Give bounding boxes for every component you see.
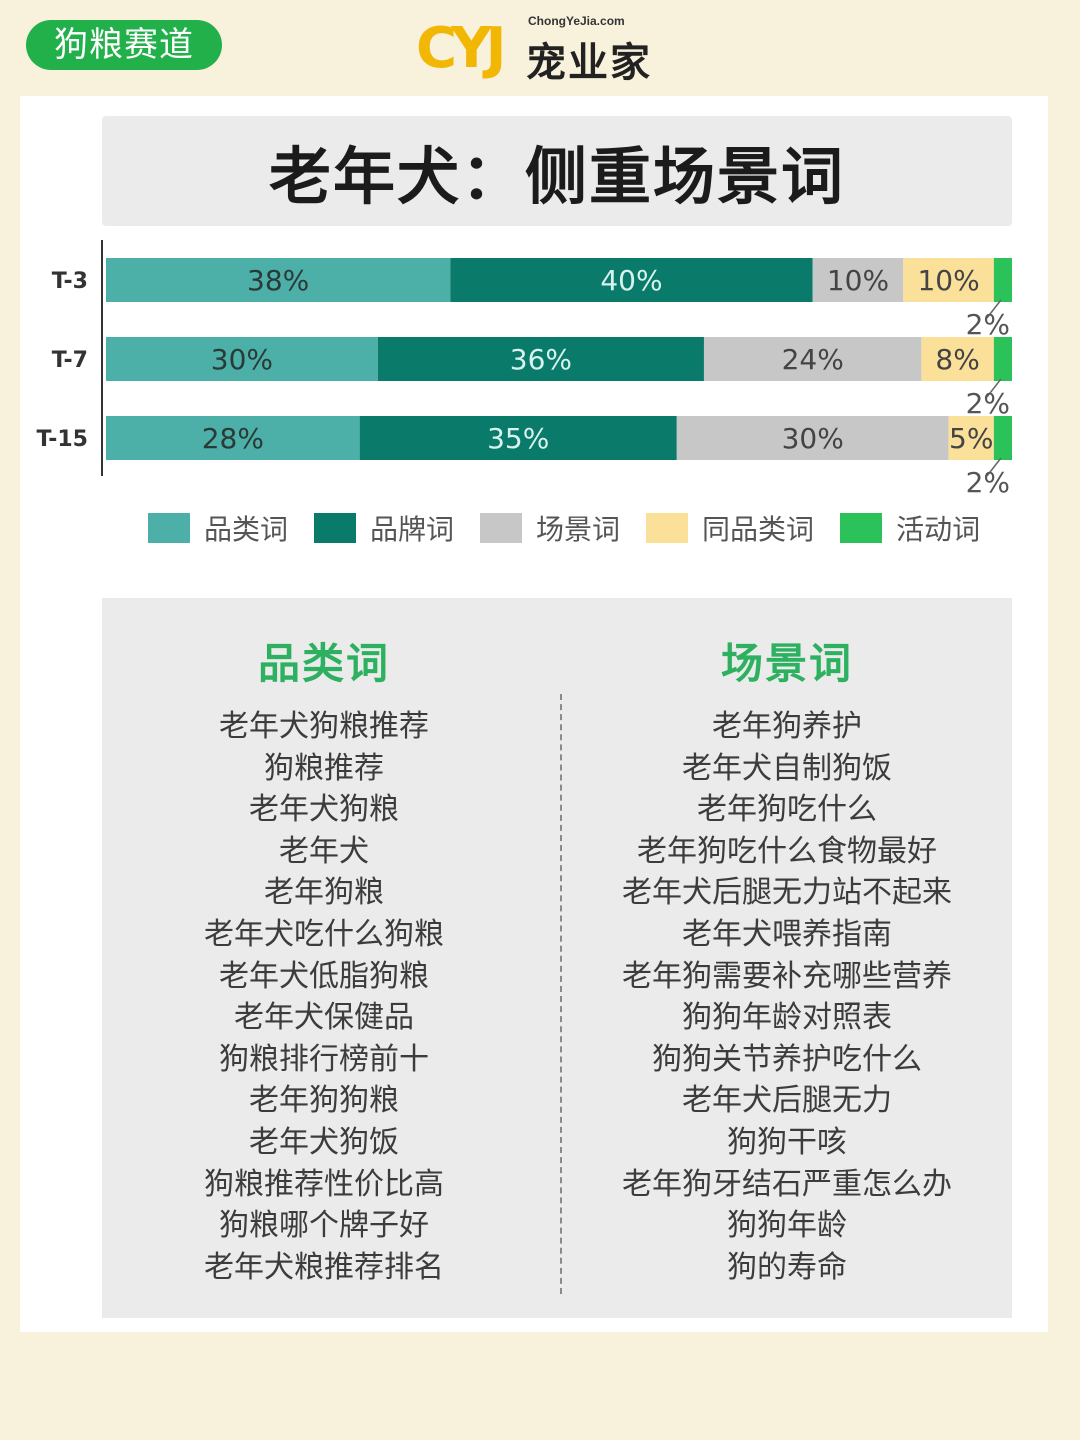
bar-segment: [921, 337, 994, 381]
logo: CYJ ChongYeJia.com 宠业家: [416, 10, 676, 86]
title-banner: 老年犬：侧重场景词: [102, 116, 1012, 226]
category-words-title: 品类词: [257, 639, 390, 688]
keyword-item: 老年犬低脂狗粮: [219, 958, 429, 994]
legend-swatch: [840, 513, 883, 543]
keyword-item: 老年狗养护: [712, 709, 862, 744]
keyword-item: 狗狗干咳: [727, 1124, 847, 1160]
keyword-item: 老年犬自制狗饭: [682, 750, 892, 786]
legend-label: 同品类词: [702, 513, 815, 546]
keyword-item: 老年犬粮推荐排名: [204, 1249, 444, 1285]
keyword-item: 老年犬: [279, 833, 369, 869]
scene-words-column: 场景词 老年狗养护老年犬自制狗饭 老年狗吃什么老年狗吃什么食物最好 老年犬后腿无力站…: [582, 634, 992, 1288]
keyword-item: 狗粮推荐: [264, 750, 384, 786]
data-label: 30%: [211, 343, 273, 376]
data-label: 40%: [600, 264, 662, 297]
keyword-item: 老年犬狗粮: [249, 792, 399, 828]
bar-segment: [703, 337, 922, 381]
data-label: 2%: [966, 466, 1010, 499]
keyword-item: 老年狗牙结石严重怎么办: [622, 1166, 952, 1202]
keyword-item: 老年狗狗粮: [249, 1083, 399, 1119]
legend-label: 活动词: [896, 513, 981, 546]
bar-segment: [359, 416, 677, 460]
content-card: 老年犬：侧重场景词 T-3 38% 40% 10% 10% 2% T-7 30% 36% 24% 8…: [20, 96, 1048, 1332]
label-leader-line: [986, 457, 1002, 477]
bar-segment: [993, 258, 1012, 302]
legend-item: 活动词: [840, 508, 980, 548]
data-label: 5%: [949, 422, 993, 455]
bar-segment: [676, 416, 949, 460]
legend-label: 品类词: [204, 513, 289, 546]
category-tick-label: T-7: [52, 348, 88, 373]
data-label: 30%: [782, 422, 844, 455]
scene-words-title: 场景词: [720, 639, 853, 688]
keyword-item: 狗狗关节养护吃什么: [652, 1041, 922, 1077]
bar-segment: [812, 258, 904, 302]
bar-segment: [106, 258, 451, 302]
keyword-item: 狗粮排行榜前十: [219, 1041, 429, 1077]
stacked-bar-chart: T-3 38% 40% 10% 10%2%T-7 30% 36% 24% 8%2%T-15 28%…: [36, 240, 1012, 499]
keyword-item: 老年犬吃什么狗粮: [204, 916, 444, 952]
legend-item: 场景词: [480, 508, 620, 548]
keyword-item: 老年狗需要补充哪些营养: [622, 958, 952, 994]
data-label: 2%: [966, 308, 1010, 341]
legend-swatch: [480, 513, 523, 543]
bar-segment: [106, 337, 378, 381]
bar-segment: [993, 416, 1012, 460]
chart-title: 老年犬：侧重场景词: [268, 140, 845, 213]
keyword-item: 狗粮哪个牌子好: [219, 1208, 429, 1244]
legend-item: 品牌词: [314, 508, 454, 548]
data-label: 10%: [827, 264, 889, 297]
legend-swatch: [148, 513, 190, 543]
category-tick-label: T-3: [52, 269, 88, 294]
category-tick-label: T-15: [36, 427, 88, 452]
scene-words-list: 老年狗养护老年犬自制狗饭 老年狗吃什么老年狗吃什么食物最好 老年犬后腿无力站不起来老…: [582, 706, 992, 1288]
legend-label: 场景词: [536, 513, 621, 546]
keyword-item: 老年犬后腿无力站不起来: [622, 875, 952, 911]
legend-item: 品类词: [148, 508, 288, 548]
label-leader-line: [986, 378, 1002, 398]
data-label: 38%: [247, 264, 309, 297]
logo-domain: ChongYeJia.com: [528, 14, 625, 28]
legend-label: 品牌词: [370, 513, 455, 546]
keyword-item: 狗粮推荐性价比高: [204, 1166, 444, 1202]
bar-segment: [903, 258, 994, 302]
legend-swatch: [314, 513, 357, 543]
legend-swatch: [646, 513, 689, 543]
category-words-column: 品类词 老年犬狗粮推荐 狗粮推荐老年犬狗粮老年犬老年狗粮老年犬吃什么狗粮 老年犬低脂…: [184, 634, 464, 1288]
keyword-item: 狗的寿命: [727, 1249, 847, 1285]
data-label: 24%: [782, 343, 844, 376]
keyword-item: 老年犬保健品: [234, 1000, 414, 1036]
keyword-item: 狗狗年龄对照表: [682, 1000, 892, 1036]
logo-name: 宠业家: [526, 40, 652, 86]
keyword-item: 老年犬喂养指南: [682, 916, 892, 952]
data-label: 36%: [510, 343, 572, 376]
keyword-item: 老年犬狗饭: [249, 1124, 399, 1160]
data-label: 28%: [202, 422, 264, 455]
logo-mark: CYJ: [416, 16, 506, 81]
chart-legend: 品类词 品牌词 场景词 同品类词 活动词: [148, 508, 1006, 548]
data-label: 35%: [487, 422, 549, 455]
keyword-panel: 品类词 老年犬狗粮推荐 狗粮推荐老年犬狗粮老年犬老年狗粮老年犬吃什么狗粮 老年犬低脂…: [102, 598, 1012, 1318]
data-label: 8%: [935, 343, 979, 376]
bar-segment: [450, 258, 813, 302]
data-label: 2%: [966, 387, 1010, 420]
bar-segment: [948, 416, 994, 460]
legend-item: 同品类词: [646, 508, 814, 548]
keyword-item: 老年狗吃什么: [697, 792, 877, 828]
keyword-item: 老年狗吃什么食物最好: [637, 833, 937, 869]
keyword-item: 狗狗年龄: [727, 1208, 847, 1244]
bar-segment: [377, 337, 704, 381]
column-divider: [560, 694, 562, 1294]
bar-segment: [106, 416, 360, 460]
data-label: 10%: [917, 264, 979, 297]
bar-segment: [993, 337, 1012, 381]
keyword-item: 老年狗粮: [264, 875, 384, 911]
keyword-item: 老年犬狗粮推荐: [219, 709, 429, 744]
label-leader-line: [986, 299, 1002, 319]
topic-tag: 狗粮赛道: [26, 20, 222, 70]
category-words-list: 老年犬狗粮推荐 狗粮推荐老年犬狗粮老年犬老年狗粮老年犬吃什么狗粮 老年犬低脂狗粮 老年…: [184, 706, 464, 1288]
keyword-item: 老年犬后腿无力: [682, 1083, 892, 1119]
